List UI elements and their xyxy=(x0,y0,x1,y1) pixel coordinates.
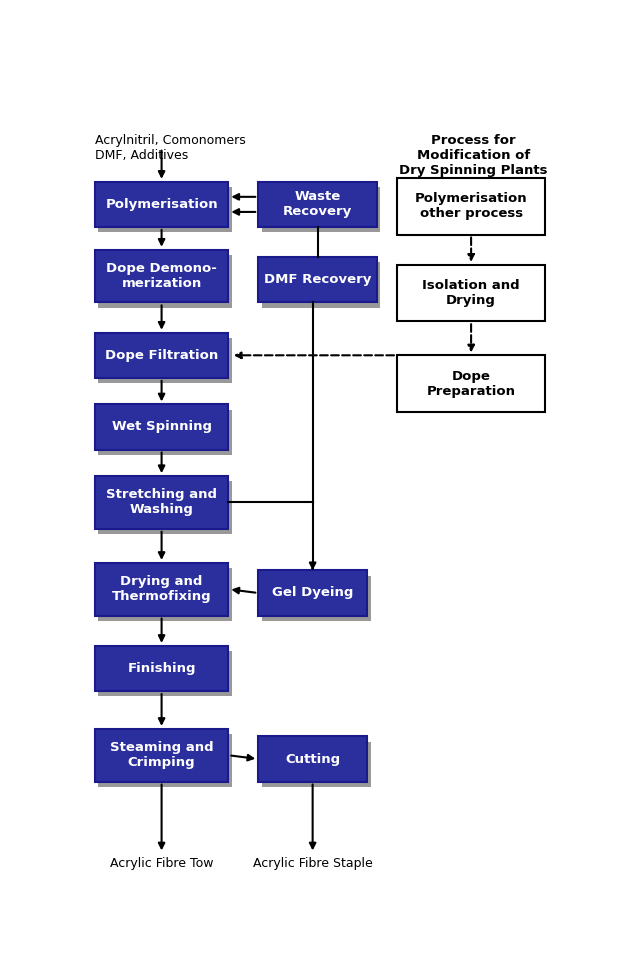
FancyBboxPatch shape xyxy=(261,575,371,621)
FancyBboxPatch shape xyxy=(98,255,232,308)
FancyBboxPatch shape xyxy=(261,187,380,232)
Text: Stretching and
Washing: Stretching and Washing xyxy=(106,488,217,516)
Text: Dope Filtration: Dope Filtration xyxy=(105,349,218,362)
FancyBboxPatch shape xyxy=(98,481,232,534)
Text: Gel Dyeing: Gel Dyeing xyxy=(272,586,353,600)
FancyBboxPatch shape xyxy=(95,332,229,378)
FancyBboxPatch shape xyxy=(95,563,229,615)
Text: Isolation and
Drying: Isolation and Drying xyxy=(422,279,520,307)
FancyBboxPatch shape xyxy=(261,263,380,308)
FancyBboxPatch shape xyxy=(397,265,546,321)
FancyBboxPatch shape xyxy=(98,734,232,787)
Text: Acrylic Fibre Staple: Acrylic Fibre Staple xyxy=(253,858,373,870)
FancyBboxPatch shape xyxy=(98,338,232,383)
FancyBboxPatch shape xyxy=(258,570,367,615)
FancyBboxPatch shape xyxy=(95,181,229,227)
Text: Dope
Preparation: Dope Preparation xyxy=(427,369,516,398)
Text: Dope Demono-
merization: Dope Demono- merization xyxy=(106,262,217,290)
FancyBboxPatch shape xyxy=(258,181,377,227)
FancyBboxPatch shape xyxy=(98,651,232,697)
Text: Cutting: Cutting xyxy=(285,753,340,765)
FancyBboxPatch shape xyxy=(98,568,232,621)
Text: Finishing: Finishing xyxy=(127,662,196,675)
FancyBboxPatch shape xyxy=(397,356,546,412)
FancyBboxPatch shape xyxy=(258,736,367,782)
Text: Wet Spinning: Wet Spinning xyxy=(112,420,212,433)
FancyBboxPatch shape xyxy=(261,742,371,787)
Text: DMF Recovery: DMF Recovery xyxy=(264,273,371,286)
FancyBboxPatch shape xyxy=(95,646,229,691)
Text: Drying and
Thermofixing: Drying and Thermofixing xyxy=(112,575,212,604)
Text: Acrylnitril, Comonomers
DMF, Additives: Acrylnitril, Comonomers DMF, Additives xyxy=(95,134,245,163)
Text: Steaming and
Crimping: Steaming and Crimping xyxy=(110,741,213,769)
FancyBboxPatch shape xyxy=(95,250,229,303)
FancyBboxPatch shape xyxy=(98,187,232,232)
FancyBboxPatch shape xyxy=(397,178,546,234)
Text: Polymerisation: Polymerisation xyxy=(105,198,218,211)
FancyBboxPatch shape xyxy=(98,410,232,455)
Text: Waste
Recovery: Waste Recovery xyxy=(283,190,352,219)
FancyBboxPatch shape xyxy=(95,729,229,782)
FancyBboxPatch shape xyxy=(258,257,377,303)
FancyBboxPatch shape xyxy=(95,405,229,450)
Text: Process for
Modification of
Dry Spinning Plants: Process for Modification of Dry Spinning… xyxy=(399,134,548,177)
FancyBboxPatch shape xyxy=(95,476,229,529)
Text: Polymerisation
other process: Polymerisation other process xyxy=(415,192,527,220)
Text: Acrylic Fibre Tow: Acrylic Fibre Tow xyxy=(110,858,213,870)
